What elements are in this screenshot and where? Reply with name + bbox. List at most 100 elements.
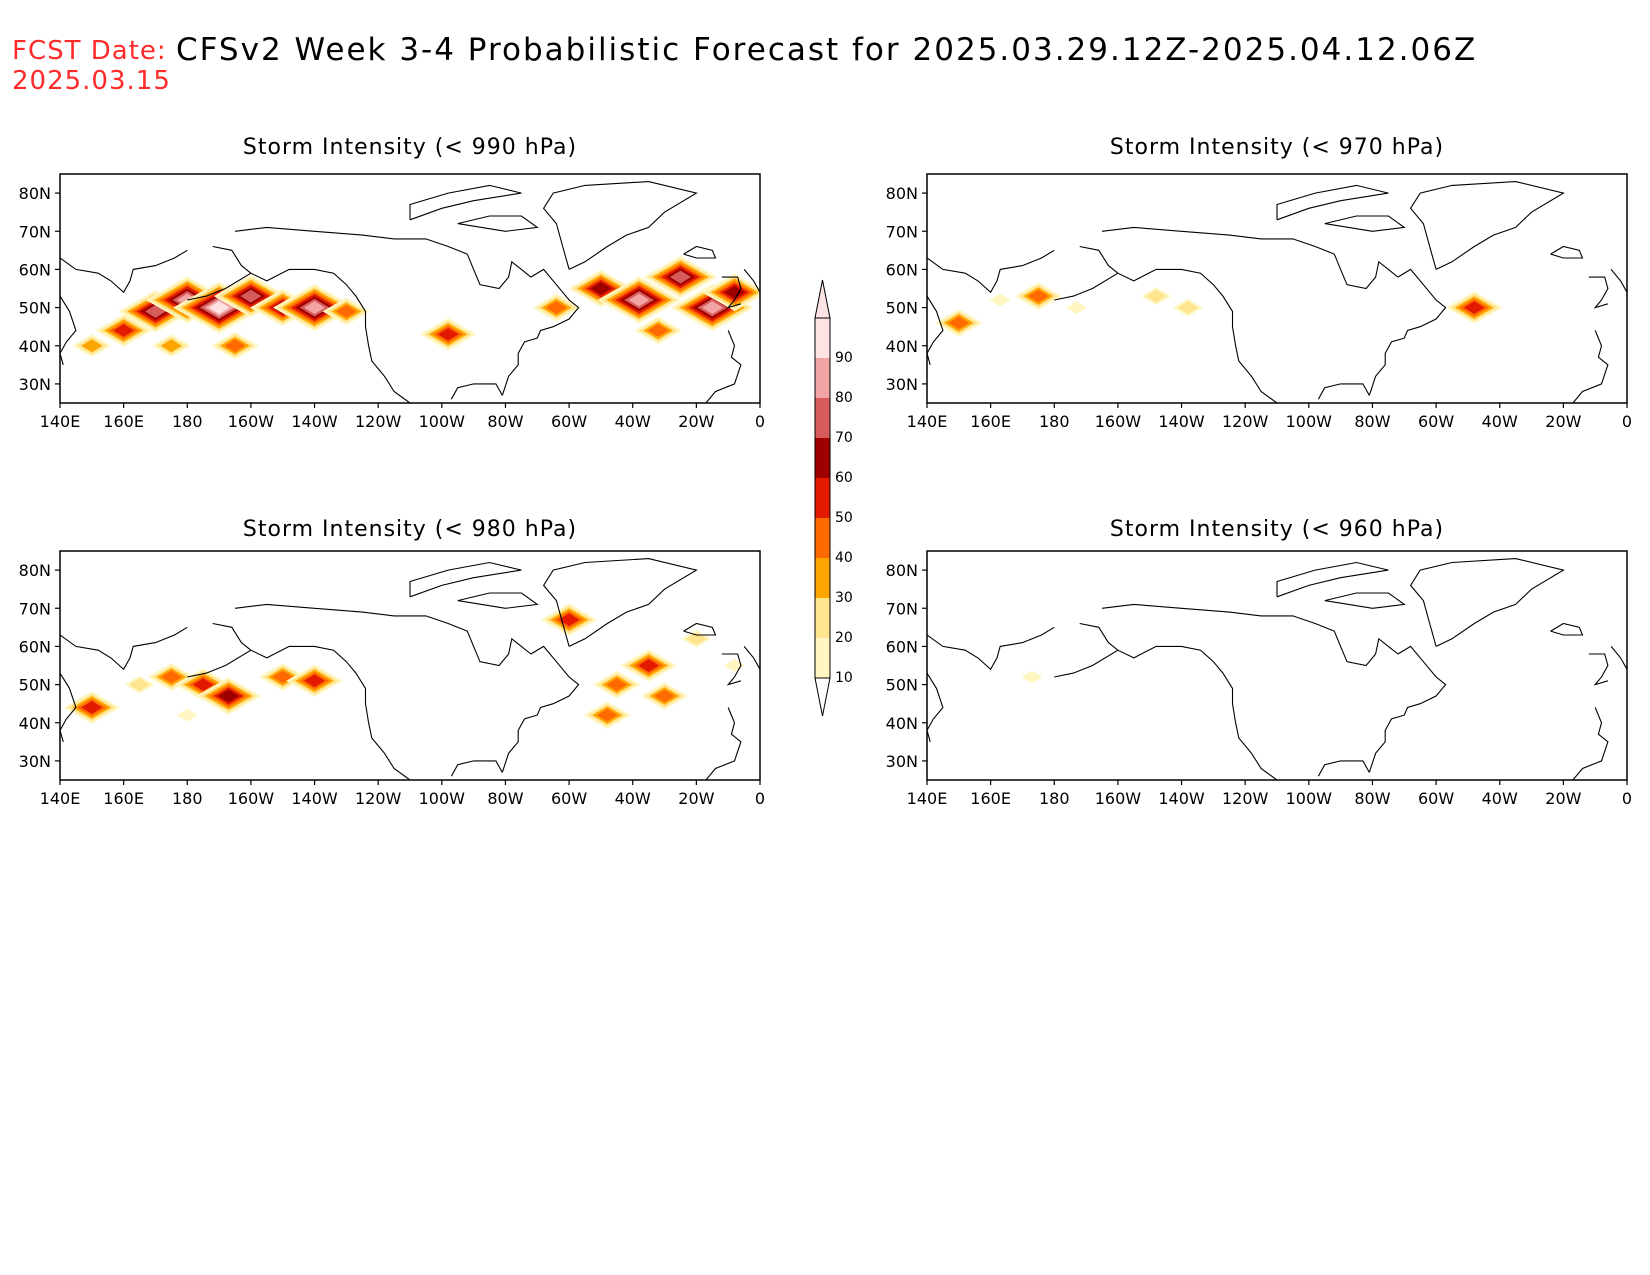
prob-contour xyxy=(304,674,325,688)
coastline xyxy=(187,649,252,678)
coastline xyxy=(721,653,742,686)
colorbar-segment xyxy=(815,638,830,678)
lon-tick-label: 140W xyxy=(1158,412,1205,431)
probability-blob xyxy=(1446,291,1503,324)
coastline xyxy=(1079,245,1278,403)
lon-axis: 140E 160E 180 160W 140W 120W 100W 80W 60W 40W 20W 0 xyxy=(40,403,765,431)
lat-tick-label: 50N xyxy=(19,676,51,695)
lon-tick-label: 160E xyxy=(970,412,1011,431)
prob-contour xyxy=(590,282,612,295)
prob-contour xyxy=(989,293,1011,307)
coastline xyxy=(1054,272,1119,301)
coastline xyxy=(1079,622,1278,780)
probability-blob xyxy=(286,664,343,697)
lon-tick-label: 120W xyxy=(355,412,402,431)
map-frame xyxy=(926,173,1628,404)
prob-contour xyxy=(638,659,660,672)
prob-contour xyxy=(304,301,325,315)
lon-tick-label: 100W xyxy=(419,412,466,431)
lat-tick-label: 80N xyxy=(886,561,918,580)
probability-field xyxy=(72,255,760,360)
coastline xyxy=(1588,653,1609,686)
lon-tick-label: 140E xyxy=(907,789,948,808)
prob-contour xyxy=(948,316,970,330)
prob-contour xyxy=(596,708,618,722)
probability-blob xyxy=(540,603,598,636)
probability-blob xyxy=(152,334,191,358)
lon-tick-label: 160W xyxy=(1095,412,1142,431)
prob-contour xyxy=(654,689,675,703)
panel-970hpa: Storm Intensity (< 970 hPa) 80N 70N 60N 50N… xyxy=(886,135,1632,431)
lat-tick-label: 70N xyxy=(886,222,918,241)
lon-tick-label: 160W xyxy=(1095,789,1142,808)
colorbar-label: 10 xyxy=(835,670,853,686)
probability-blob xyxy=(583,701,632,729)
lon-tick-label: 160E xyxy=(103,789,144,808)
colorbar-label: 40 xyxy=(835,550,853,566)
probability-blob xyxy=(72,334,112,358)
lat-tick-label: 50N xyxy=(19,299,51,318)
prob-contour xyxy=(160,339,182,353)
colorbar-segment xyxy=(815,318,830,358)
prob-contour xyxy=(1021,670,1043,684)
coastline xyxy=(927,672,944,742)
probability-blob xyxy=(989,293,1011,307)
probability-field xyxy=(1021,670,1043,684)
coastline xyxy=(60,295,77,365)
lat-axis: 80N 70N 60N 50N 40N 30N xyxy=(19,561,60,771)
colorbar-segment xyxy=(815,438,830,478)
lon-tick-label: 180 xyxy=(172,412,203,431)
panel-990hpa: Storm Intensity (< 990 hPa) 80N 70N 60N 50N… xyxy=(19,135,765,431)
coastline xyxy=(60,626,188,671)
probability-blob xyxy=(640,682,689,710)
lon-tick-label: 140W xyxy=(291,789,338,808)
coastline xyxy=(1324,592,1406,609)
colorbar-label: 80 xyxy=(835,390,853,406)
probability-blob xyxy=(1173,298,1203,317)
lat-tick-label: 30N xyxy=(19,375,51,394)
lon-tick-label: 80W xyxy=(487,789,523,808)
probability-blob xyxy=(176,708,198,722)
lon-tick-label: 60W xyxy=(551,789,587,808)
map-frame xyxy=(59,173,761,404)
coastline xyxy=(542,181,698,270)
lat-tick-label: 40N xyxy=(886,714,918,733)
probability-blob xyxy=(1141,287,1171,306)
colorbar-segment xyxy=(815,518,830,558)
probability-blob xyxy=(597,276,681,324)
figure-title: CFSv2 Week 3-4 Probabilistic Forecast fo… xyxy=(176,32,1478,68)
coastline xyxy=(1368,645,1447,773)
lon-tick-label: 140E xyxy=(40,412,81,431)
panel-title: Storm Intensity (< 990 hPa) xyxy=(243,135,577,160)
coastline xyxy=(501,268,580,396)
prob-contour xyxy=(1145,289,1167,303)
lat-tick-label: 40N xyxy=(19,714,51,733)
prob-contour xyxy=(81,701,103,714)
colorbar-label: 90 xyxy=(835,350,853,366)
lat-tick-label: 70N xyxy=(19,599,51,618)
probability-blob xyxy=(724,659,745,672)
prob-contour xyxy=(628,293,650,307)
lon-tick-label: 140W xyxy=(291,412,338,431)
lat-tick-label: 30N xyxy=(19,752,51,771)
coastline xyxy=(1572,330,1609,403)
panel-title: Storm Intensity (< 980 hPa) xyxy=(243,517,577,542)
coastline xyxy=(457,592,539,609)
prob-contour xyxy=(129,678,150,692)
colorbar-label: 20 xyxy=(835,630,853,646)
probability-blob xyxy=(63,691,121,724)
coastline xyxy=(466,253,532,290)
prob-contour xyxy=(208,301,230,315)
lon-tick-label: 60W xyxy=(1418,412,1454,431)
lon-tick-label: 0 xyxy=(1622,412,1632,431)
colorbar-label: 50 xyxy=(835,510,853,526)
lat-tick-label: 80N xyxy=(19,184,51,203)
lon-tick-label: 0 xyxy=(1622,789,1632,808)
coastline-map xyxy=(927,558,1627,780)
prob-contour xyxy=(545,301,567,315)
lat-tick-label: 60N xyxy=(886,637,918,656)
coastline xyxy=(212,622,411,780)
lon-tick-label: 20W xyxy=(678,412,714,431)
colorbar-segment xyxy=(815,358,830,398)
